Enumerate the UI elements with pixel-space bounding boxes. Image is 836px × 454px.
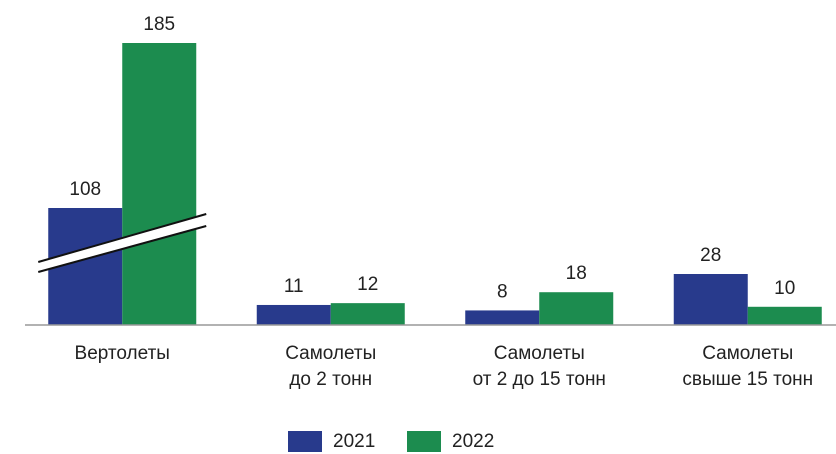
axis-break-line: [37, 213, 207, 263]
value-label: 28: [700, 245, 721, 266]
value-label: 10: [774, 278, 795, 299]
bar: [747, 306, 822, 325]
bar: [465, 310, 540, 325]
axis-break-line: [37, 225, 207, 273]
category-label: от 2 до 15 тонн: [473, 369, 606, 390]
bar: [539, 292, 614, 325]
legend-swatch: [288, 431, 322, 452]
category-label: Самолеты: [285, 343, 376, 364]
value-label: 11: [284, 276, 304, 297]
bar: [673, 274, 748, 325]
category-label: до 2 тонн: [289, 369, 372, 390]
category-label: Самолеты: [702, 343, 793, 364]
value-label: 8: [497, 281, 508, 302]
category-label: Самолеты: [494, 343, 585, 364]
legend-swatch: [407, 431, 441, 452]
legend-label: 2021: [333, 431, 375, 452]
category-label: Вертолеты: [75, 343, 170, 364]
legend-label: 2022: [452, 431, 494, 452]
value-label: 18: [566, 263, 587, 284]
category-label: свыше 15 тонн: [682, 369, 813, 390]
bar: [256, 304, 331, 325]
bar: [122, 43, 197, 325]
value-label: 108: [69, 179, 101, 200]
value-label: 12: [357, 274, 378, 295]
bar: [330, 303, 405, 325]
axis-break: [38, 214, 207, 272]
value-label: 185: [143, 14, 175, 35]
